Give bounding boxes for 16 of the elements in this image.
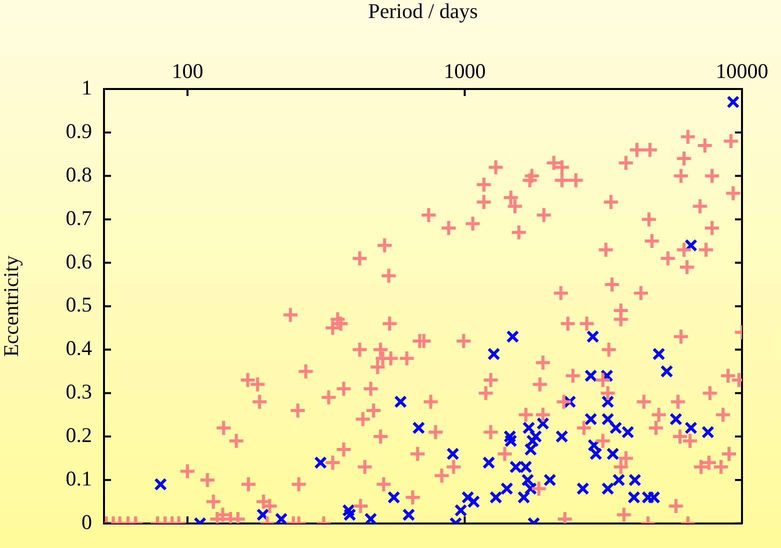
x-tick-label: 100: [172, 58, 204, 83]
y-tick-label: 0.4: [66, 336, 92, 360]
y-tick-label: 0.2: [66, 423, 92, 448]
x-tick-label: 1000: [444, 58, 486, 83]
x-tick-label: 10000: [716, 58, 768, 83]
x-axis-title: Period / days: [368, 0, 478, 24]
y-tick-label: 0.5: [66, 292, 92, 317]
y-tick-label: 1: [82, 76, 92, 100]
y-axis-title: Eccentricity: [0, 254, 24, 357]
y-tick-label: 0.1: [66, 466, 92, 490]
y-tick-label: 0.3: [66, 380, 92, 404]
y-tick-label: 0.9: [66, 118, 92, 143]
y-tick-label: 0.7: [66, 206, 92, 230]
y-tick-label: 0.6: [66, 249, 92, 274]
y-tick-label: 0.8: [66, 162, 92, 186]
y-tick-label: 0: [82, 510, 92, 534]
